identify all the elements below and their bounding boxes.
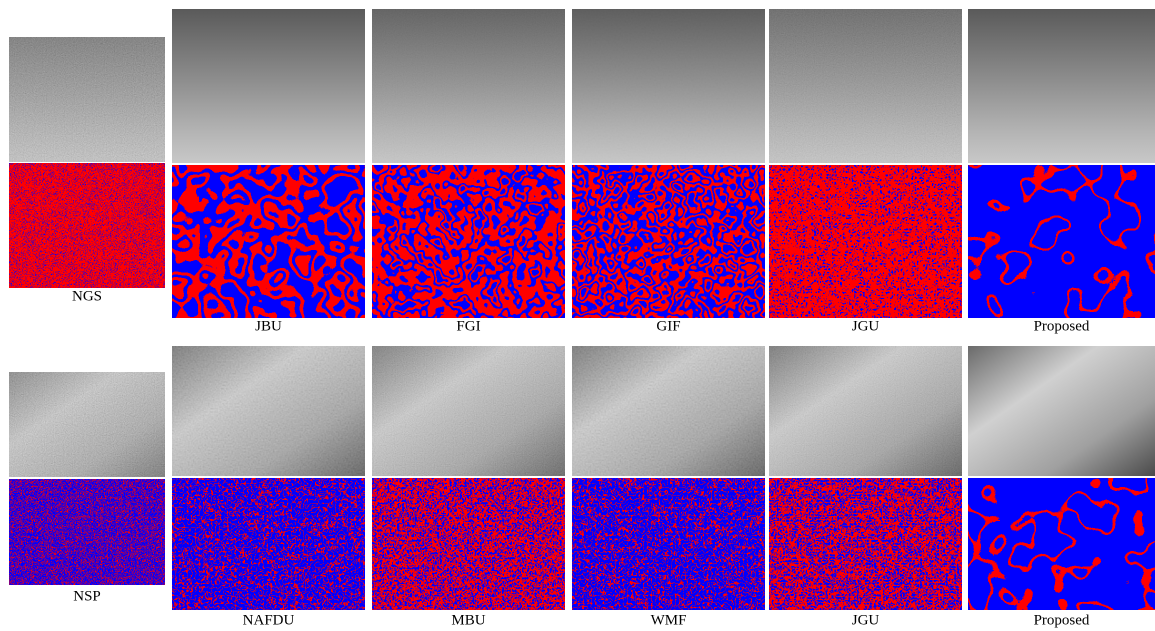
depth-image bbox=[968, 9, 1155, 163]
error-map bbox=[572, 478, 765, 610]
image-label: MBU bbox=[451, 612, 485, 628]
error-map bbox=[172, 165, 365, 318]
image-label: NGS bbox=[72, 288, 102, 304]
image-label: NAFDU bbox=[243, 612, 295, 628]
error-map bbox=[572, 165, 765, 318]
depth-noise bbox=[769, 346, 962, 476]
error-map bbox=[769, 165, 962, 318]
depth-image bbox=[968, 346, 1155, 476]
error-map bbox=[769, 478, 962, 610]
depth-noise bbox=[572, 9, 765, 163]
error-map bbox=[372, 478, 565, 610]
image-label: JGU bbox=[852, 318, 880, 334]
image-label: GIF bbox=[656, 318, 680, 334]
image-label: JGU bbox=[852, 612, 880, 628]
depth-noise bbox=[9, 37, 165, 162]
depth-noise bbox=[769, 9, 962, 163]
depth-noise bbox=[372, 9, 565, 163]
depth-noise bbox=[9, 372, 165, 477]
image-label: Proposed bbox=[1034, 318, 1090, 334]
figure: NGS JBU FGI GIF JGU Proposed NSP NAFDU MBU WMF JGU… bbox=[0, 0, 1155, 631]
depth-image bbox=[172, 9, 365, 163]
image-label: WMF bbox=[651, 612, 687, 628]
image-label: FGI bbox=[456, 318, 480, 334]
image-label: NSP bbox=[73, 588, 101, 604]
error-map bbox=[9, 479, 165, 585]
depth-noise bbox=[172, 346, 365, 476]
error-map bbox=[9, 163, 165, 288]
error-map bbox=[968, 165, 1155, 318]
depth-noise bbox=[572, 346, 765, 476]
image-label: Proposed bbox=[1034, 612, 1090, 628]
depth-noise bbox=[372, 346, 565, 476]
error-map bbox=[968, 478, 1155, 610]
error-map bbox=[372, 165, 565, 318]
image-label: JBU bbox=[255, 318, 282, 334]
error-map bbox=[172, 478, 365, 610]
